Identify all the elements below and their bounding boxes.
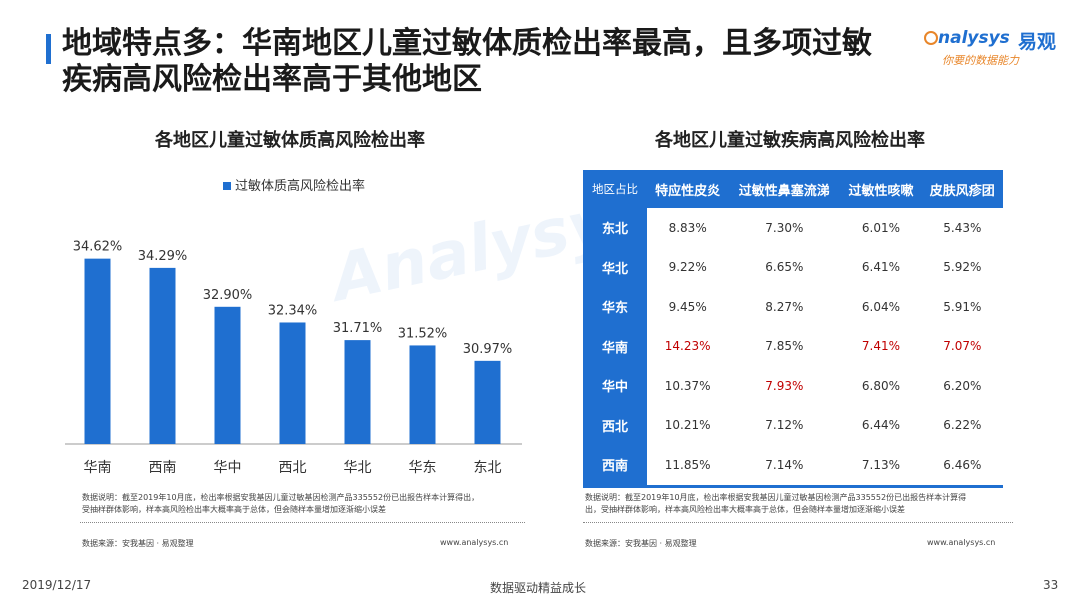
page-title: 地域特点多：华南地区儿童过敏体质检出率最高，且多项过敏 疾病高风险检出率高于其他… <box>62 26 922 98</box>
bar-chart: 过敏体质高风险检出率 34.62% 华南 34.29% 西南 32.90% 华中 32.34%… <box>65 178 522 476</box>
bar-value-label: 34.62% <box>73 240 123 255</box>
bar-华北 <box>344 340 371 444</box>
footer-slogan: 数据驱动精益成长 <box>490 581 587 595</box>
table-row-region: 华南 <box>583 326 647 366</box>
left-divider <box>80 522 525 523</box>
table-row-region: 西南 <box>583 445 647 488</box>
x-tick-label: 华北 <box>344 460 372 476</box>
x-tick-label: 华中 <box>214 460 242 476</box>
analysys-logo: nalysys 易观 你要的数据能力 <box>924 28 1064 72</box>
left-site-link[interactable]: www.analysys.cn <box>440 538 509 547</box>
table-column-header: 皮肤风疹团 <box>921 170 1003 208</box>
table-column-header: 特应性皮炎 <box>647 170 729 208</box>
table-cell: 7.93% <box>765 378 804 393</box>
table-cell: 7.13% <box>840 445 922 488</box>
table-cell: 6.04% <box>861 299 901 314</box>
logo-a-icon <box>924 31 938 45</box>
table-cell: 6.65% <box>765 260 804 275</box>
left-data-note: 数据说明：截至2019年10月底，检出率根据安我基因儿童过敏基因检测产品3355… <box>82 493 480 514</box>
table-column-header: 过敏性咳嗽 <box>840 170 922 208</box>
bar-西南 <box>149 267 176 444</box>
right-table-title: 各地区儿童过敏疾病高风险检出率 <box>655 130 925 151</box>
table-cell: 6.20% <box>943 378 982 393</box>
bar-value-label: 30.97% <box>463 342 513 357</box>
table-cell: 6.46% <box>921 445 1003 488</box>
bar-西北 <box>279 322 306 444</box>
table-cell: 6.41% <box>861 260 901 275</box>
table-row-region: 华中 <box>583 366 647 406</box>
bar-value-label: 31.71% <box>333 321 383 336</box>
bar-value-label: 32.34% <box>268 303 318 318</box>
table-row: 华南 14.23% 7.85% 7.41% 7.07% <box>583 326 1003 366</box>
logo-text-en: nalysys <box>924 28 1010 48</box>
table-cell: 7.07% <box>943 339 982 354</box>
footer-date: 2019/12/17 <box>22 578 92 592</box>
left-source: 数据来源：安我基因 · 易观整理 <box>82 539 194 548</box>
table-row: 华东 9.45% 8.27% 6.04% 5.91% <box>583 287 1003 327</box>
table-row: 华北 9.22% 6.65% 6.41% 5.92% <box>583 247 1003 287</box>
table-row-region: 华东 <box>583 287 647 327</box>
table-row: 西北 10.21% 7.12% 6.44% 6.22% <box>583 405 1003 445</box>
bar-华南 <box>84 258 111 444</box>
bar-华中 <box>214 306 241 444</box>
table-cell: 11.85% <box>647 445 729 488</box>
bar-value-label: 31.52% <box>398 326 448 341</box>
table-row-region: 西北 <box>583 405 647 445</box>
right-divider <box>583 522 1013 523</box>
allergy-table: 地区占比 特应性皮炎 过敏性鼻塞流涕 过敏性咳嗽 皮肤风疹团 东北 8.83% 7.… <box>583 170 1003 488</box>
table-cell: 10.21% <box>664 418 711 433</box>
table-row: 西南 11.85% 7.14% 7.13% 6.46% <box>583 445 1003 488</box>
table-row-region: 华北 <box>583 247 647 287</box>
table-cell: 7.85% <box>765 339 804 354</box>
table-cell: 6.80% <box>861 378 901 393</box>
table-cell: 5.43% <box>943 220 982 235</box>
table-row-region: 东北 <box>583 208 647 248</box>
table-corner-header: 地区占比 <box>583 170 647 208</box>
logo-tagline: 你要的数据能力 <box>942 54 1019 67</box>
bar-华东 <box>409 345 436 444</box>
table-cell: 5.91% <box>943 299 982 314</box>
bar-东北 <box>474 360 501 444</box>
x-tick-label: 华东 <box>409 460 437 476</box>
right-source: 数据来源：安我基因 · 易观整理 <box>585 539 697 548</box>
table-row: 华中 10.37% 7.93% 6.80% 6.20% <box>583 366 1003 406</box>
table-cell: 9.22% <box>668 260 707 275</box>
x-tick-label: 华南 <box>84 460 112 476</box>
table-cell: 6.22% <box>943 418 982 433</box>
table-cell: 9.45% <box>668 299 707 314</box>
table-cell: 8.27% <box>765 299 804 314</box>
table-cell: 7.12% <box>765 418 804 433</box>
table-cell: 7.30% <box>765 220 804 235</box>
right-site-link[interactable]: www.analysys.cn <box>927 538 996 547</box>
table-cell: 14.23% <box>664 339 711 354</box>
table-cell: 6.01% <box>861 220 901 235</box>
bar-value-label: 32.90% <box>203 288 253 303</box>
page-title-line2: 疾病高风险检出率高于其他地区 <box>62 62 482 97</box>
table-column-header: 过敏性鼻塞流涕 <box>728 170 841 208</box>
x-tick-label: 西南 <box>149 460 177 476</box>
table-header-row: 地区占比 特应性皮炎 过敏性鼻塞流涕 过敏性咳嗽 皮肤风疹团 <box>583 170 1003 208</box>
title-accent-bar <box>46 34 51 64</box>
legend-label: 过敏体质高风险检出率 <box>235 178 365 194</box>
table-cell: 5.92% <box>943 260 982 275</box>
table-cell: 7.41% <box>861 339 901 354</box>
x-tick-label: 东北 <box>474 460 502 476</box>
left-chart-title: 各地区儿童过敏体质高风险检出率 <box>155 130 425 151</box>
logo-text-cn: 易观 <box>1018 31 1057 53</box>
table-cell: 7.14% <box>728 445 841 488</box>
legend-swatch <box>223 182 231 190</box>
table-cell: 10.37% <box>664 378 711 393</box>
x-tick-label: 西北 <box>279 460 307 476</box>
page-title-line1: 地域特点多：华南地区儿童过敏体质检出率最高，且多项过敏 <box>62 26 872 61</box>
page-number: 33 <box>1043 578 1059 592</box>
table-cell: 6.44% <box>861 418 901 433</box>
table-cell: 8.83% <box>668 220 707 235</box>
right-data-note: 数据说明：截至2019年10月底，检出率根据安我基因儿童过敏基因检测产品3355… <box>585 493 967 514</box>
bar-value-label: 34.29% <box>138 249 188 264</box>
table-row: 东北 8.83% 7.30% 6.01% 5.43% <box>583 208 1003 248</box>
